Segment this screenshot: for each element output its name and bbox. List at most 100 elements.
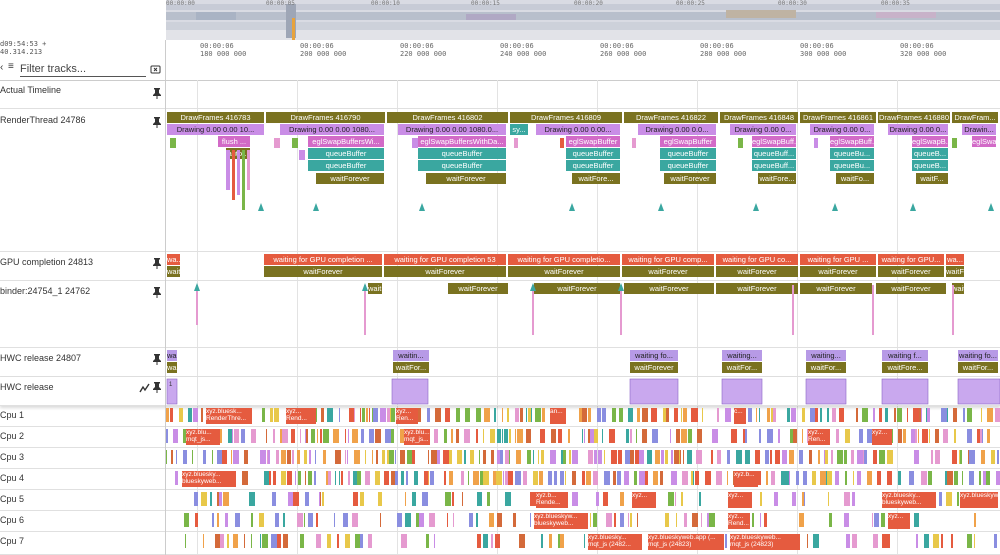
- cpu-slice[interactable]: [352, 429, 358, 443]
- cpu-slice[interactable]: [558, 429, 562, 443]
- cpu-slice[interactable]: [387, 408, 390, 422]
- cpu-slice[interactable]: [317, 429, 318, 443]
- cpu-slice[interactable]: [827, 471, 832, 485]
- cpu-slice[interactable]: [639, 450, 644, 464]
- cpu-slice[interactable]: [568, 429, 570, 443]
- cpu-slice[interactable]: [489, 513, 495, 527]
- cpu-slice[interactable]: [593, 513, 598, 527]
- cpu-slice[interactable]: [359, 492, 364, 506]
- cpu-slice[interactable]: [507, 408, 509, 422]
- cpu-slice[interactable]: [931, 450, 933, 464]
- cpu-slice[interactable]: [809, 450, 812, 464]
- cpu-slice[interactable]: [586, 471, 591, 485]
- track-hwc-release[interactable]: HWC release 1: [0, 377, 1000, 406]
- queuebuffer-slice[interactable]: queueBuffer: [308, 148, 384, 159]
- gpu-waiting-slice[interactable]: waiting for GPU completion ...: [264, 254, 382, 265]
- cpu-slice[interactable]: [505, 471, 508, 485]
- cpu-slice[interactable]: [451, 492, 454, 506]
- cpu-slice[interactable]: [319, 492, 321, 506]
- cpu-slice[interactable]: [843, 492, 850, 506]
- cpu-slice[interactable]: [343, 513, 349, 527]
- cpu-slice[interactable]: [594, 429, 598, 443]
- drawframes-slice[interactable]: DrawFrames 416790: [266, 112, 385, 123]
- cpu-slice[interactable]: [315, 450, 316, 464]
- cpu-slice[interactable]: [692, 513, 699, 527]
- cpu-slice[interactable]: [979, 471, 981, 485]
- hwc-wait-slice[interactable]: waitF...: [167, 362, 177, 373]
- cpu-slice[interactable]: [645, 471, 648, 485]
- cpu-slice[interactable]: [179, 408, 183, 422]
- cpu-slice[interactable]: [921, 408, 922, 422]
- waitforever-slice[interactable]: waitForever: [426, 173, 506, 184]
- cpu-slice[interactable]: [716, 471, 722, 485]
- cpu-slice[interactable]: [203, 450, 206, 464]
- cpu-slice[interactable]: [193, 408, 198, 422]
- queuebuffer-slice[interactable]: queueB...: [912, 160, 948, 171]
- flush-slice[interactable]: flush ...: [218, 136, 250, 147]
- cpu-slice[interactable]: [304, 492, 309, 506]
- cpu-slice[interactable]: [671, 450, 673, 464]
- cpu-slice[interactable]: [176, 450, 177, 464]
- cpu-slice[interactable]: [898, 471, 901, 485]
- track-cpu-6[interactable]: Cpu 6: [0, 511, 1000, 532]
- cpu-slice[interactable]: [513, 513, 517, 527]
- cpu-slice[interactable]: [767, 408, 770, 422]
- pin-icon[interactable]: [152, 286, 162, 298]
- cpu-slice[interactable]: [667, 492, 674, 506]
- waitforever-slice[interactable]: waitF...: [916, 173, 948, 184]
- pin-icon[interactable]: [152, 381, 162, 393]
- cpu-slice[interactable]: [994, 534, 998, 548]
- cpu-slice[interactable]: [183, 429, 186, 443]
- cpu-slice[interactable]: [851, 450, 854, 464]
- cpu-slice[interactable]: [517, 429, 523, 443]
- cpu-slice[interactable]: [185, 534, 187, 548]
- cpu-thread-slice[interactable]: xyz...: [888, 513, 910, 529]
- chevron-left-icon[interactable]: ‹: [0, 62, 4, 73]
- cpu-slice[interactable]: [287, 471, 292, 485]
- cpu-slice[interactable]: [877, 471, 881, 485]
- cpu-slice[interactable]: [781, 471, 787, 485]
- cpu-slice[interactable]: [400, 429, 404, 443]
- cpu-slice[interactable]: [602, 492, 608, 506]
- cpu-slice[interactable]: [745, 450, 750, 464]
- cpu-slice[interactable]: [479, 450, 480, 464]
- cpu-slice[interactable]: [373, 408, 378, 422]
- cpu-slice[interactable]: [476, 408, 481, 422]
- cpu-slice[interactable]: [292, 492, 299, 506]
- cpu-slice[interactable]: [609, 429, 615, 443]
- cpu-slice[interactable]: [941, 408, 947, 422]
- cpu-slice[interactable]: [453, 513, 455, 527]
- cpu-slice[interactable]: [298, 471, 301, 485]
- cpu-slice[interactable]: [928, 471, 932, 485]
- cpu-slice[interactable]: [635, 450, 639, 464]
- cpu-slice[interactable]: [407, 450, 412, 464]
- cpu-slice[interactable]: [594, 450, 597, 464]
- cpu-slice[interactable]: [212, 450, 213, 464]
- cpu-slice[interactable]: [717, 450, 721, 464]
- cpu-slice[interactable]: [791, 408, 796, 422]
- cpu-slice[interactable]: [444, 429, 447, 443]
- cpu-slice[interactable]: [542, 408, 545, 422]
- cpu-slice[interactable]: [287, 492, 293, 506]
- cpu-slice[interactable]: [927, 408, 930, 422]
- cpu-thread-slice[interactable]: xyz.blu... mqt_js...: [186, 429, 220, 445]
- cpu-slice[interactable]: [812, 471, 816, 485]
- cpu-slice[interactable]: [483, 450, 486, 464]
- cpu-slice[interactable]: [391, 429, 394, 443]
- cpu-slice[interactable]: [526, 429, 531, 443]
- cpu-slice[interactable]: [360, 408, 361, 422]
- cpu-slice[interactable]: [283, 513, 286, 527]
- cpu-thread-slice[interactable]: xyz... Ren...: [808, 429, 830, 445]
- cpu-slice[interactable]: [561, 450, 563, 464]
- cpu-slice[interactable]: [671, 471, 677, 485]
- gpu-waiting-slice[interactable]: waiting for GPU comp...: [622, 254, 714, 265]
- cpu-slice[interactable]: [995, 408, 1000, 422]
- cpu-slice[interactable]: [837, 450, 843, 464]
- cpu-slice[interactable]: [915, 429, 917, 443]
- cpu-slice[interactable]: [353, 471, 357, 485]
- cpu-slice[interactable]: [913, 408, 919, 422]
- track-cpu-5[interactable]: Cpu 5: [0, 490, 1000, 511]
- cpu-slice[interactable]: [755, 450, 760, 464]
- cpu-slice[interactable]: [324, 450, 326, 464]
- cpu-slice[interactable]: [335, 471, 336, 485]
